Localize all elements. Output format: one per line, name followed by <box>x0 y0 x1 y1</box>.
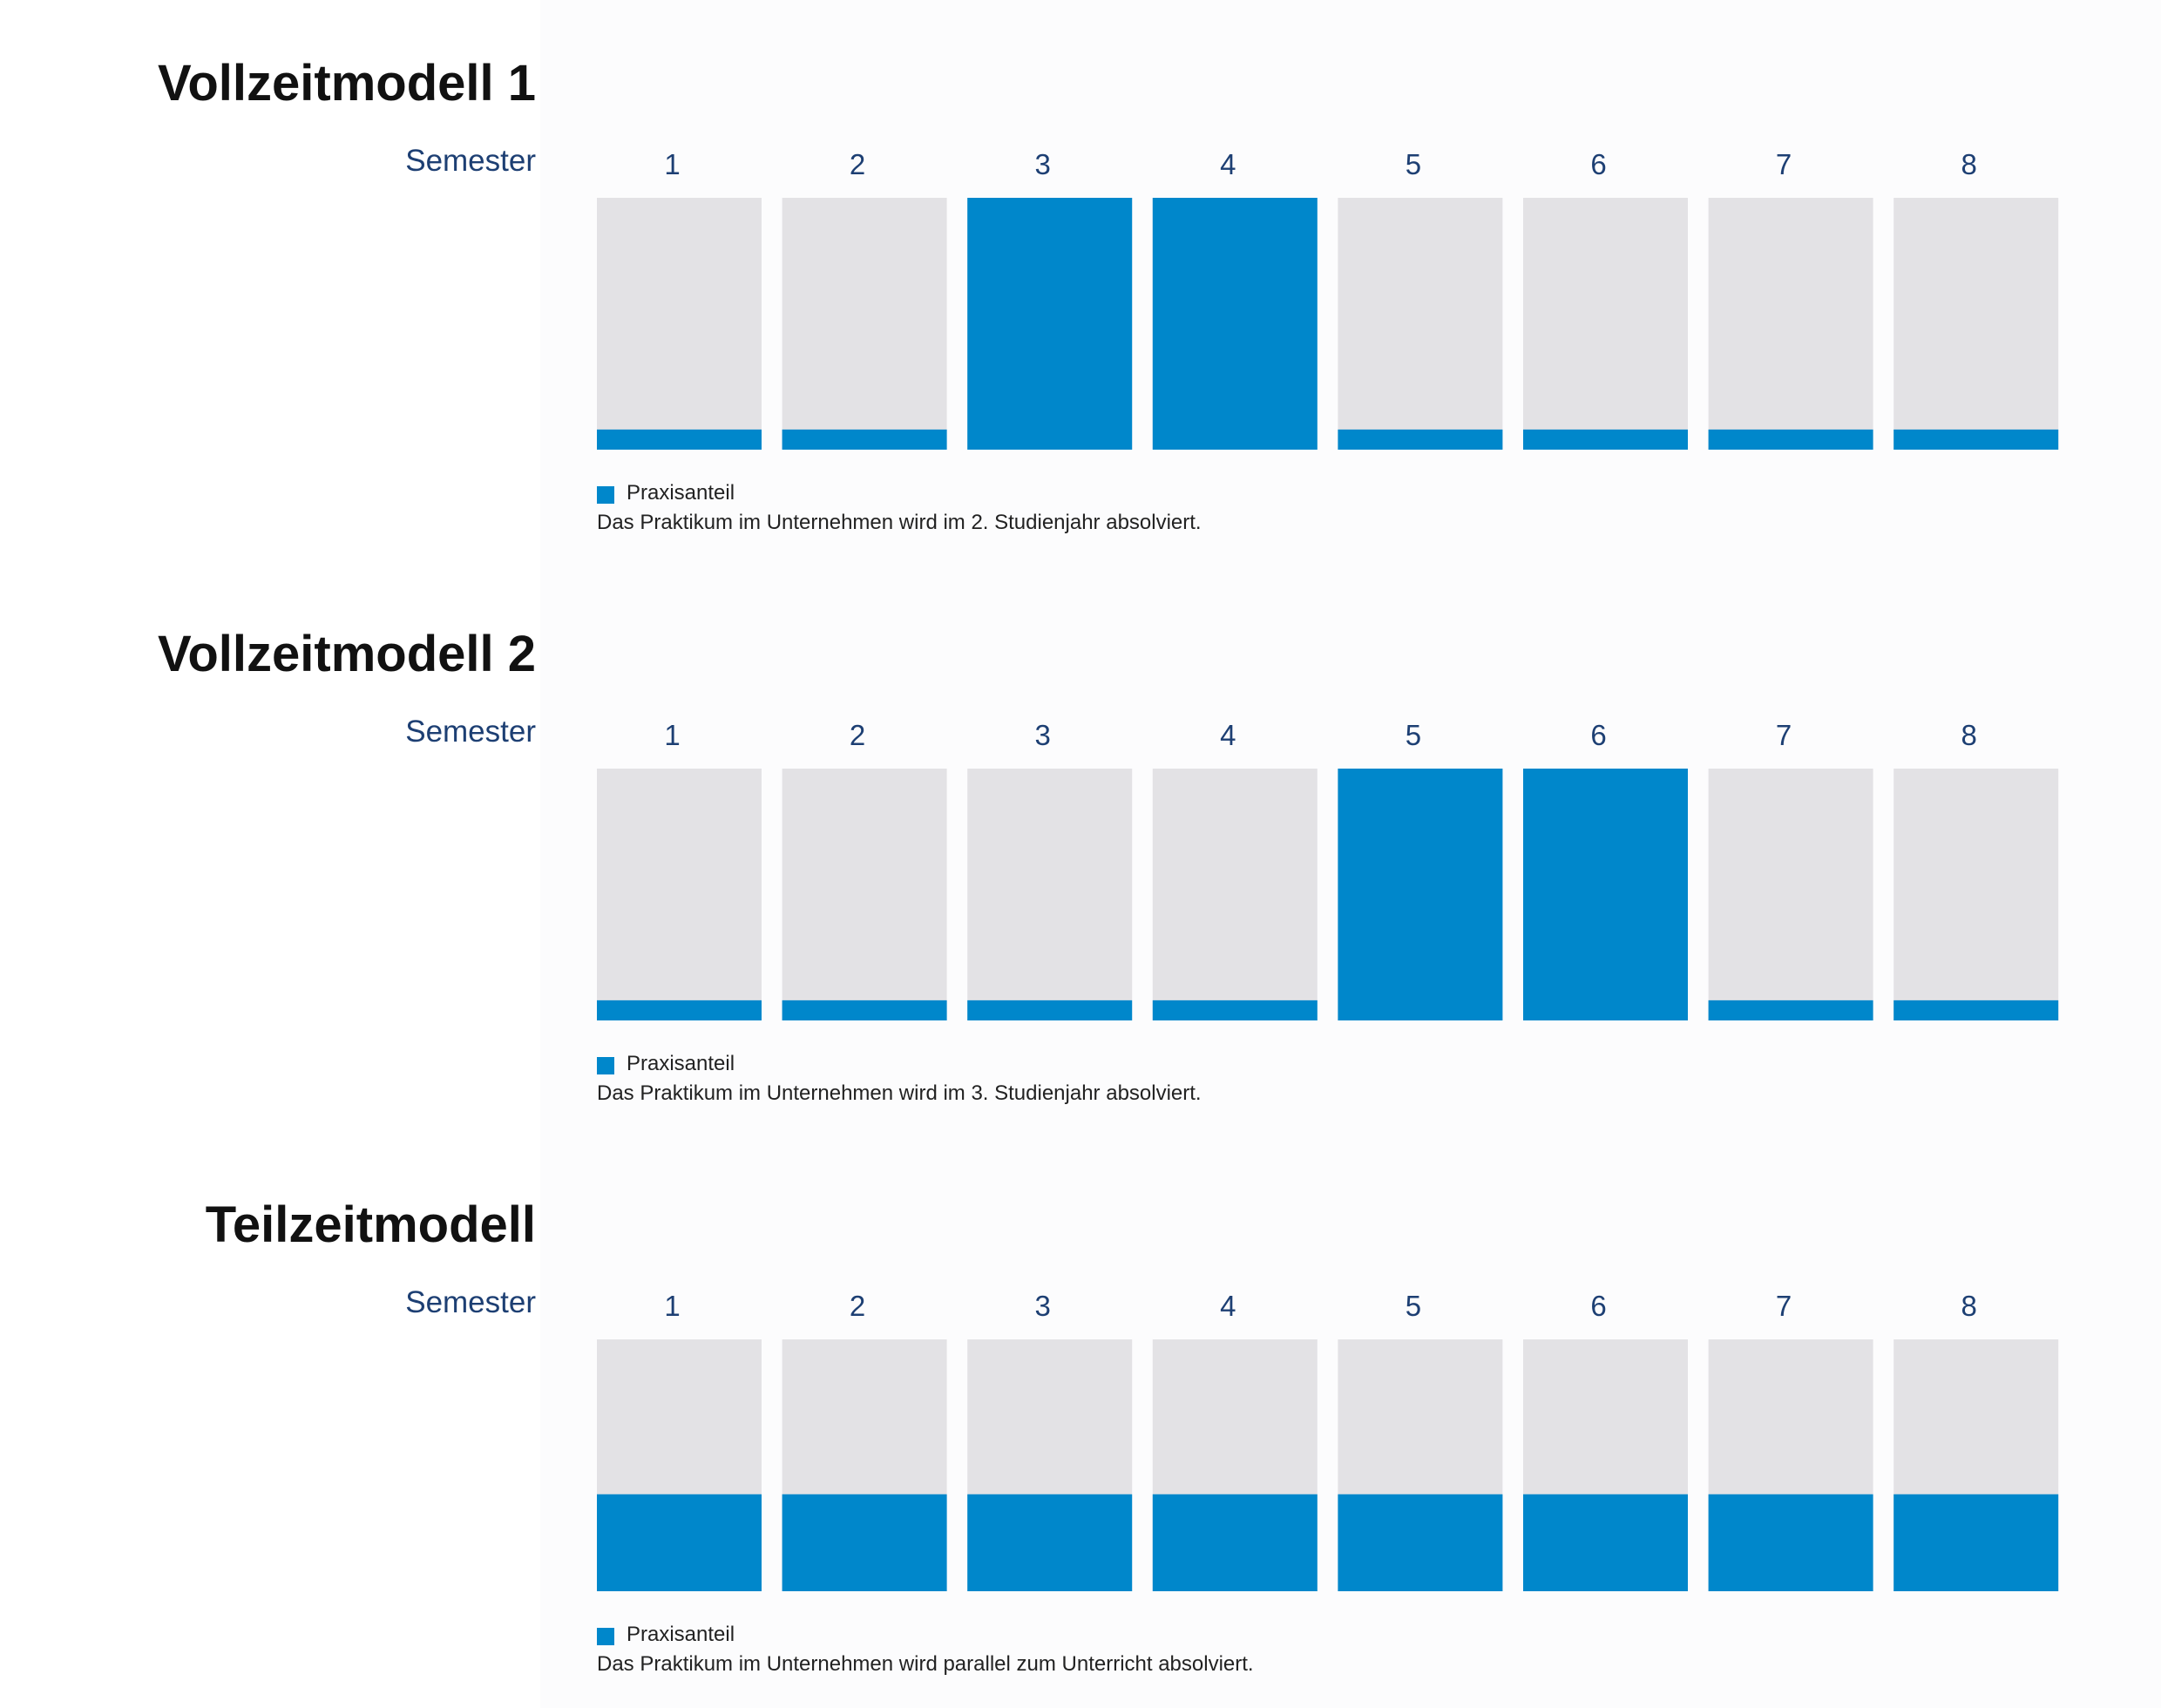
semester-box <box>1338 198 1503 450</box>
praxis-bar <box>782 429 947 450</box>
praxis-bar <box>597 1494 762 1591</box>
praxis-bar <box>1523 429 1688 450</box>
semester-tick-label: 7 <box>1776 148 1792 180</box>
semester-box <box>597 198 762 450</box>
bar-chart: 1 2 3 4 5 6 7 8 <box>597 148 2059 450</box>
praxis-bar <box>782 1000 947 1020</box>
semester-box <box>1893 769 2059 1020</box>
semester-box <box>597 769 762 1020</box>
praxis-bar <box>597 429 762 450</box>
semester-tick-label: 1 <box>664 148 680 180</box>
semester-tick-label: 2 <box>850 148 865 180</box>
model-teilzeit: Teilzeitmodell Semester 1 2 3 4 5 6 7 8 Praxisa… <box>0 1142 2161 1682</box>
legend-label: Praxisanteil <box>627 1623 735 1646</box>
bar-chart: 1 2 3 4 5 6 7 8 <box>597 719 2059 1020</box>
semester-tick-label: 2 <box>850 1290 865 1322</box>
model-title: Teilzeitmodell <box>205 1196 536 1253</box>
praxis-bar <box>1893 1000 2059 1020</box>
praxis-bar <box>1338 1494 1503 1591</box>
semester-tick-label: 8 <box>1961 1290 1977 1322</box>
semester-box <box>1708 769 1873 1020</box>
semester-tick-label: 7 <box>1776 1290 1792 1322</box>
semester-axis-label: Semester <box>405 1285 536 1319</box>
semester-box <box>1893 198 2059 450</box>
semester-box <box>1152 769 1318 1020</box>
model-title: Vollzeitmodell 1 <box>157 55 536 112</box>
praxis-bar <box>1708 429 1873 450</box>
semester-tick-label: 8 <box>1961 719 1977 751</box>
praxis-bar <box>782 1494 947 1591</box>
legend-swatch <box>597 486 614 504</box>
semester-tick-label: 3 <box>1035 148 1051 180</box>
semester-tick-label: 8 <box>1961 148 1977 180</box>
chart-caption: Das Praktikum im Unternehmen wird im 3. … <box>597 1081 1202 1105</box>
praxis-bar <box>1708 1000 1873 1020</box>
legend-swatch <box>597 1057 614 1074</box>
semester-tick-label: 6 <box>1590 148 1606 180</box>
praxis-bar <box>1708 1494 1873 1591</box>
bar-chart: 1 2 3 4 5 6 7 8 <box>597 1290 2059 1591</box>
praxis-bar <box>967 1494 1133 1591</box>
semester-tick-label: 5 <box>1406 148 1421 180</box>
semester-tick-label: 6 <box>1590 1290 1606 1322</box>
praxis-bar <box>1152 1000 1318 1020</box>
semester-tick-label: 3 <box>1035 1290 1051 1322</box>
semester-tick-label: 3 <box>1035 719 1051 751</box>
model-vollzeit-2: Vollzeitmodell 2 Semester 1 2 3 4 5 6 7 8 Praxi… <box>0 571 2161 1111</box>
praxis-bar <box>1152 198 1318 450</box>
semester-box <box>782 769 947 1020</box>
praxis-bar <box>1338 429 1503 450</box>
semester-box <box>1523 198 1688 450</box>
praxis-bar <box>967 198 1133 450</box>
model-title: Vollzeitmodell 2 <box>157 626 536 682</box>
chart-caption: Das Praktikum im Unternehmen wird im 2. … <box>597 511 1202 534</box>
semester-tick-label: 4 <box>1220 1290 1236 1322</box>
legend-label: Praxisanteil <box>627 1052 735 1075</box>
praxis-bar <box>1523 1494 1688 1591</box>
praxis-bar <box>967 1000 1133 1020</box>
semester-tick-label: 5 <box>1406 719 1421 751</box>
praxis-bar <box>1893 429 2059 450</box>
semester-box <box>782 198 947 450</box>
semester-tick-label: 7 <box>1776 719 1792 751</box>
praxis-bar <box>597 1000 762 1020</box>
legend-swatch <box>597 1628 614 1645</box>
praxis-bar <box>1338 769 1503 1020</box>
chart-caption: Das Praktikum im Unternehmen wird parall… <box>597 1652 1254 1676</box>
model-vollzeit-1: Vollzeitmodell 1 Semester 1 2 3 4 5 6 7 8 Praxi… <box>0 0 2161 540</box>
semester-box <box>1708 198 1873 450</box>
praxis-bar <box>1893 1494 2059 1591</box>
semester-axis-label: Semester <box>405 715 536 749</box>
semester-tick-label: 1 <box>664 1290 680 1322</box>
legend-label: Praxisanteil <box>627 481 735 505</box>
praxis-bar <box>1152 1494 1318 1591</box>
semester-axis-label: Semester <box>405 144 536 178</box>
semester-tick-label: 6 <box>1590 719 1606 751</box>
semester-tick-label: 2 <box>850 719 865 751</box>
semester-tick-label: 1 <box>664 719 680 751</box>
semester-tick-label: 5 <box>1406 1290 1421 1322</box>
semester-tick-label: 4 <box>1220 148 1236 180</box>
semester-box <box>967 769 1133 1020</box>
semester-tick-label: 4 <box>1220 719 1236 751</box>
praxis-bar <box>1523 769 1688 1020</box>
